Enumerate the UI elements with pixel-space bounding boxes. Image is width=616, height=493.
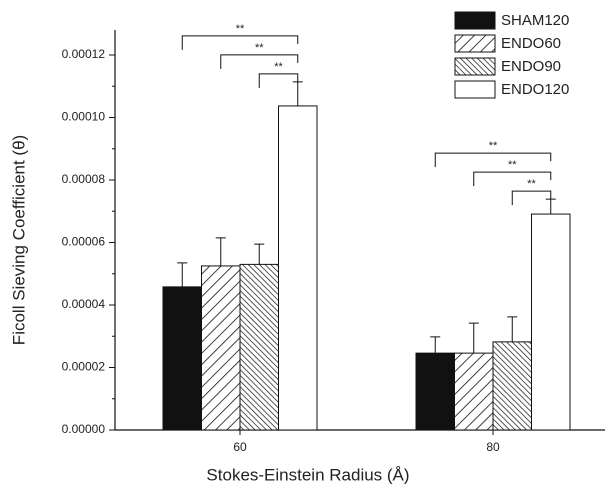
significance-bracket [181, 35, 299, 50]
bar [201, 265, 241, 431]
legend-label: ENDO60 [501, 35, 561, 52]
bar [278, 105, 318, 431]
significance-label: ** [527, 178, 536, 190]
legend-swatch [454, 34, 496, 53]
significance-bracket [434, 152, 552, 168]
y-tick-label: 0.00010 [62, 110, 106, 124]
legend-label: ENDO120 [501, 81, 569, 98]
error-bar [468, 322, 479, 354]
legend-label: ENDO90 [501, 58, 561, 75]
x-tick-label: 60 [233, 440, 247, 454]
significance-label: ** [489, 140, 498, 152]
y-axis-title: Ficoll Sieving Coefficient (θ) [9, 135, 28, 345]
bar [239, 263, 279, 431]
bar [531, 213, 571, 431]
significance-bracket [511, 190, 552, 206]
y-tick-label: 0.00008 [62, 172, 106, 186]
error-bar [292, 81, 303, 106]
significance-label: ** [255, 42, 264, 54]
bar [454, 352, 494, 431]
x-tick-label: 80 [486, 440, 500, 454]
error-bar [545, 198, 556, 215]
error-bar [254, 243, 265, 265]
y-tick-label: 0.00002 [62, 360, 106, 374]
y-tick-label: 0.00004 [62, 297, 106, 311]
bar [162, 286, 202, 431]
y-tick-label: 0.00012 [62, 47, 106, 61]
significance-label: ** [508, 159, 517, 171]
legend-label: SHAM120 [501, 12, 569, 29]
legend-swatch [454, 57, 496, 76]
x-axis-title: Stokes-Einstein Radius (Å) [206, 465, 409, 484]
error-bar [430, 336, 441, 354]
bar [415, 352, 455, 431]
significance-bracket [473, 171, 552, 187]
error-bar [507, 316, 518, 342]
error-bar [215, 237, 226, 266]
legend-swatch [454, 11, 496, 30]
significance-bracket [220, 54, 299, 69]
significance-label: ** [274, 61, 283, 73]
y-tick-label: 0.00006 [62, 235, 106, 249]
error-bar [177, 262, 188, 287]
y-tick-label: 0.00000 [62, 422, 106, 436]
legend-swatch [454, 80, 496, 99]
significance-bracket [258, 73, 299, 88]
significance-label: ** [236, 23, 245, 35]
bar [492, 341, 532, 431]
